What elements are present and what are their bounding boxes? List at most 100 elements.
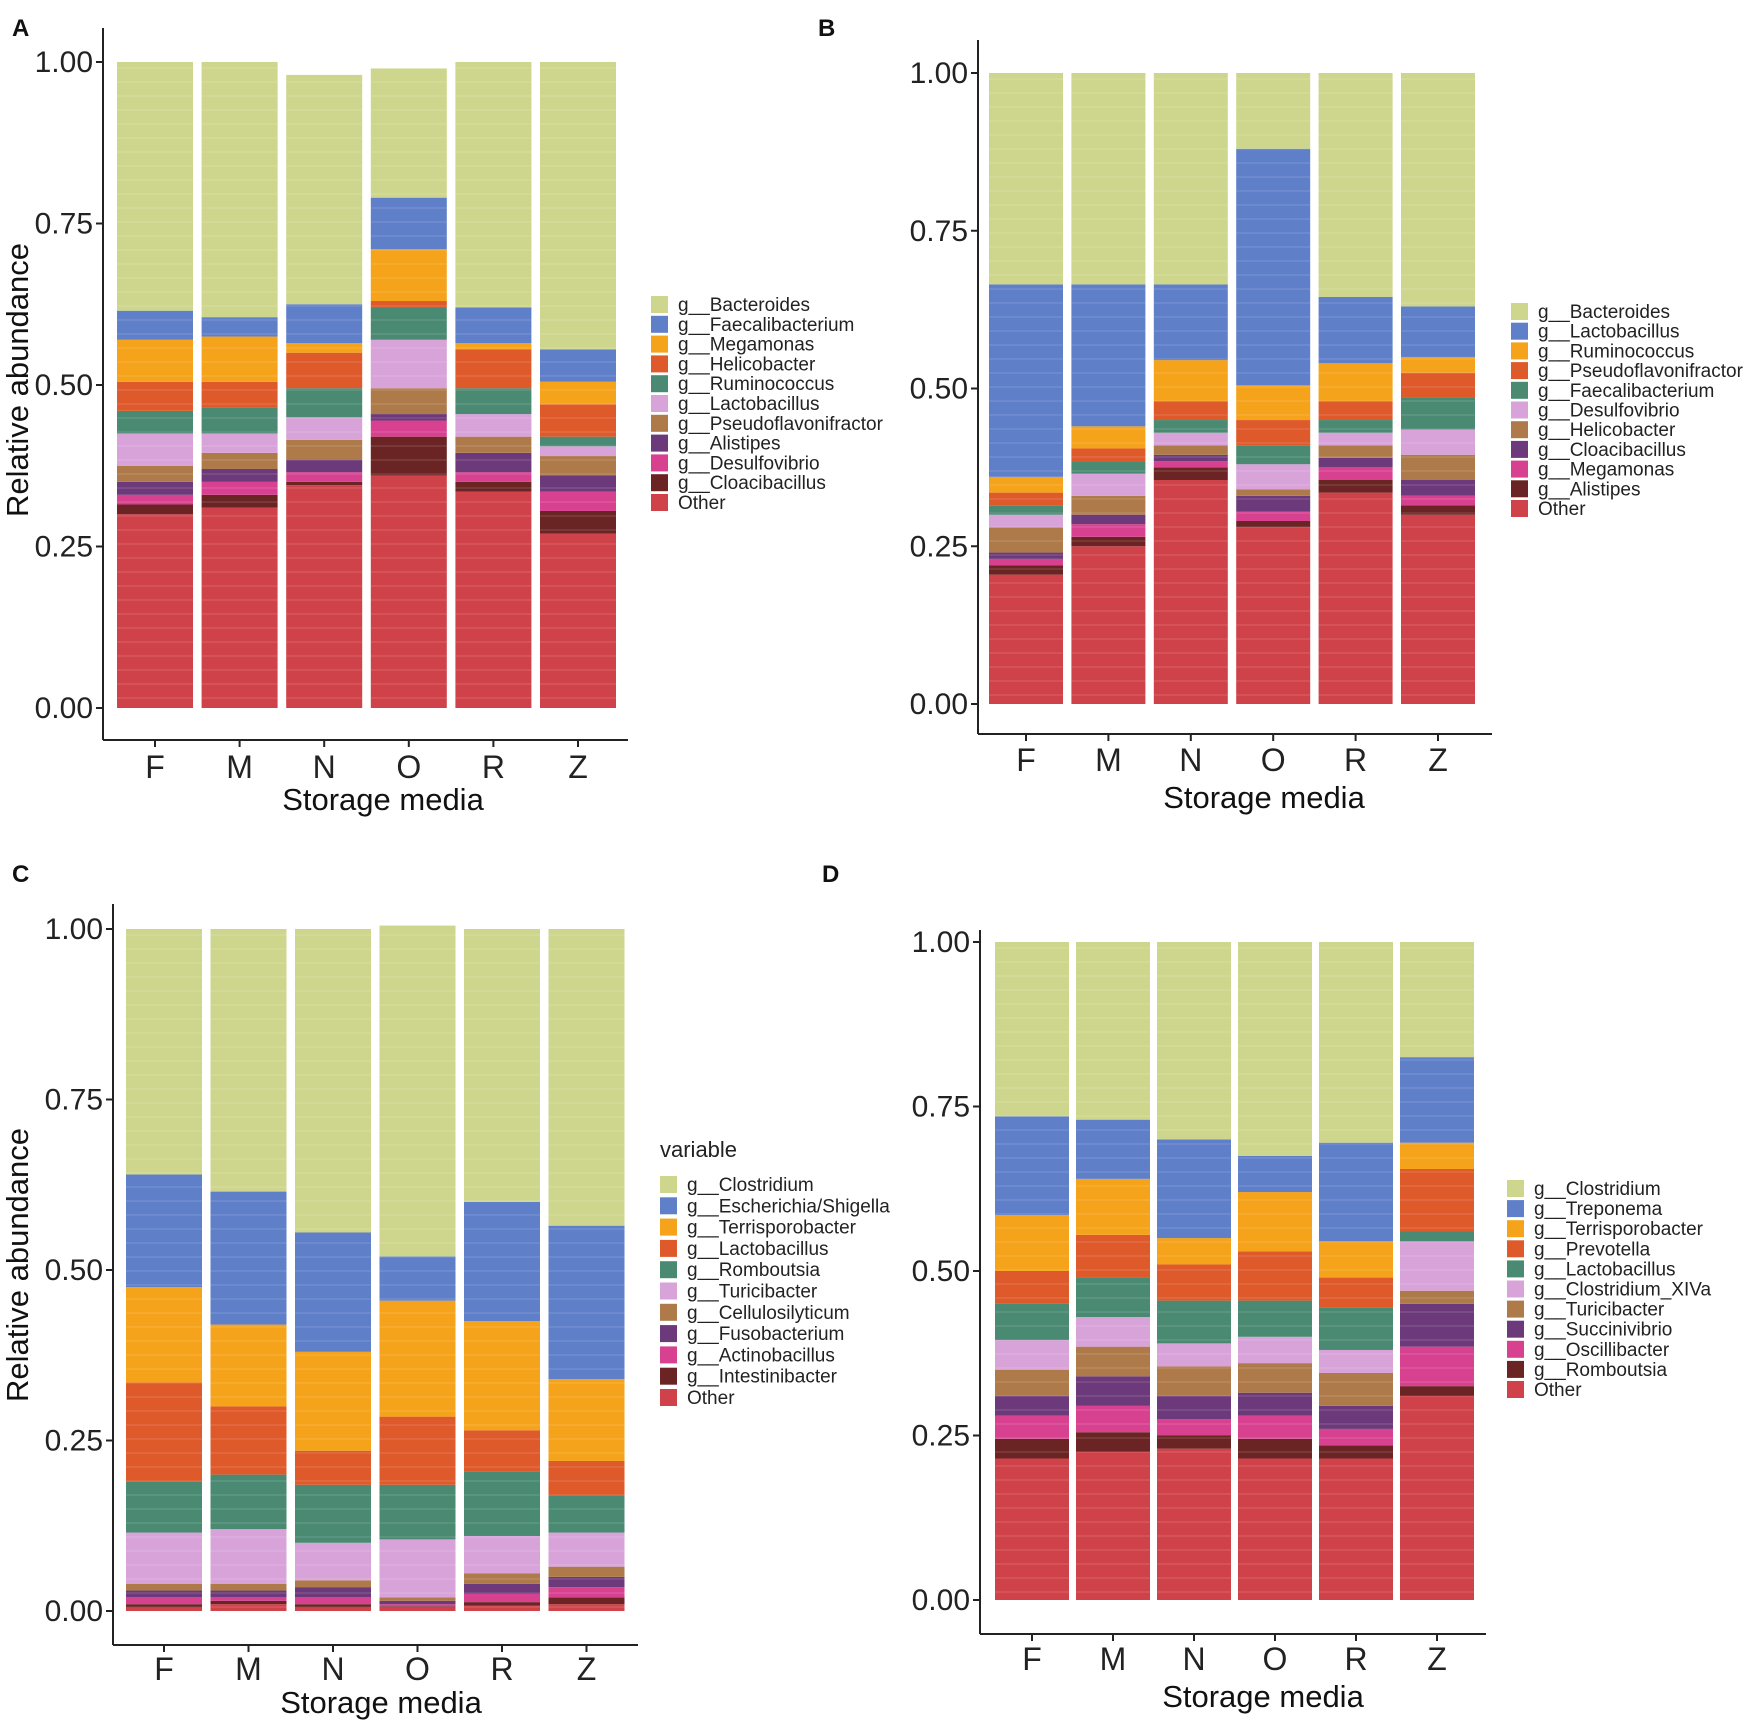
bar-segment [548,1460,625,1496]
legend-swatch [660,1239,677,1257]
bar-segment [201,336,278,382]
legend-label: g__Terrisporobacter [1534,1219,1704,1240]
bar-stack-R [455,62,532,708]
bar-segment [126,1382,202,1482]
bar-segment [210,1529,287,1584]
bar-segment [1076,1346,1150,1377]
bar-stack-F [126,929,202,1611]
bar-segment [1401,505,1475,515]
panel-label: A [12,15,29,42]
bar-segment [1157,1448,1231,1600]
bar-segment [1401,514,1475,704]
bar-segment [126,1481,202,1533]
bar-segment [1076,1376,1150,1406]
bar-segment [370,388,447,415]
bar-segment [1400,1386,1474,1397]
x-tick-label: Z [577,1651,597,1687]
bar-stack-F [989,73,1063,704]
bar-segment [1071,495,1146,515]
bar-segment [126,1604,202,1608]
bar-stack-M [1071,73,1146,704]
bar-segment [1319,1428,1393,1446]
bar-segment [1153,467,1228,480]
legend-swatch [1511,342,1528,360]
bar-segment [1157,1366,1231,1397]
bar-segment [464,1573,540,1584]
bar-segment [548,1495,625,1533]
bar-segment [201,494,278,508]
bar-segment [1318,73,1393,298]
bar-segment [1157,1300,1231,1344]
legend-swatch [1507,1280,1524,1298]
bar-segment [1319,942,1393,1143]
bar-segment [1318,420,1393,433]
panel-label: C [12,861,29,888]
bar-segment [1236,489,1311,496]
y-tick-label: 0.25 [45,1425,103,1458]
legend-swatch [660,1218,677,1236]
bar-segment [295,1232,371,1352]
y-tick-label: 0.50 [45,1254,103,1287]
x-tick-label: O [405,1651,430,1687]
bar-segment [1153,432,1228,446]
y-tick-label: 0.00 [35,692,93,725]
y-tick-label: 0.00 [912,1584,970,1617]
bar-segment [464,1471,540,1536]
y-tick-label: 0.75 [910,215,968,248]
bar-segment [1153,401,1228,421]
bar-segment [995,1458,1069,1600]
bar-segment [464,1583,540,1594]
legend-label: g__Actinobacillus [687,1345,835,1366]
bar-segment [286,459,363,473]
legend-swatch [660,1261,677,1279]
bar-stack-O [1238,942,1312,1600]
x-tick-label: M [1095,742,1122,778]
bar-segment [1318,445,1393,458]
x-tick-label: R [1344,1641,1367,1677]
bar-segment [1319,1349,1393,1373]
bar-segment [286,439,363,460]
legend-label: g__Pseudoflavonifractor [678,414,884,435]
legend-label: g__Prevotella [1534,1239,1651,1260]
bar-segment [1157,1139,1231,1239]
bar-segment [370,414,447,421]
bar-segment [126,1597,202,1605]
bar-segment [1236,73,1311,149]
bar-segment [548,1532,625,1567]
bar-segment [126,1287,202,1383]
bar-segment [286,304,363,344]
x-tick-label: N [313,749,336,785]
bar-segment [540,446,616,457]
bar-segment [1153,479,1228,704]
bar-segment [1157,1238,1231,1265]
bar-segment [210,1583,287,1591]
y-tick-label: 0.75 [912,1091,970,1124]
y-tick-label: 0.50 [910,373,968,406]
bar-segment [1236,148,1311,386]
y-tick-label: 1.00 [910,57,968,90]
bar-segment [1238,1251,1312,1301]
x-tick-label: M [226,749,253,785]
legend-swatch [651,494,668,511]
bar-segment [1319,1372,1393,1406]
bar-segment [1401,356,1475,373]
legend-swatch [660,1303,677,1321]
bar-segment [548,1604,625,1611]
bar-segment [464,1201,540,1322]
legend-label: g__Bacteroides [678,295,810,316]
bar-segment [1076,1432,1150,1452]
legend-swatch [651,454,668,472]
bar-segment [548,1379,625,1461]
bar-segment [989,574,1063,704]
legend-label: g__Romboutsia [1534,1360,1668,1381]
bar-segment [540,381,616,405]
bar-segment [1400,1303,1474,1347]
bar-segment [1318,401,1393,421]
bar-segment [117,494,193,505]
bar-stack-R [464,929,540,1611]
bar-segment [989,492,1063,506]
legend-swatch [651,434,668,452]
legend-swatch [1507,1381,1524,1398]
legend-label: g__Turicibacter [687,1282,818,1303]
